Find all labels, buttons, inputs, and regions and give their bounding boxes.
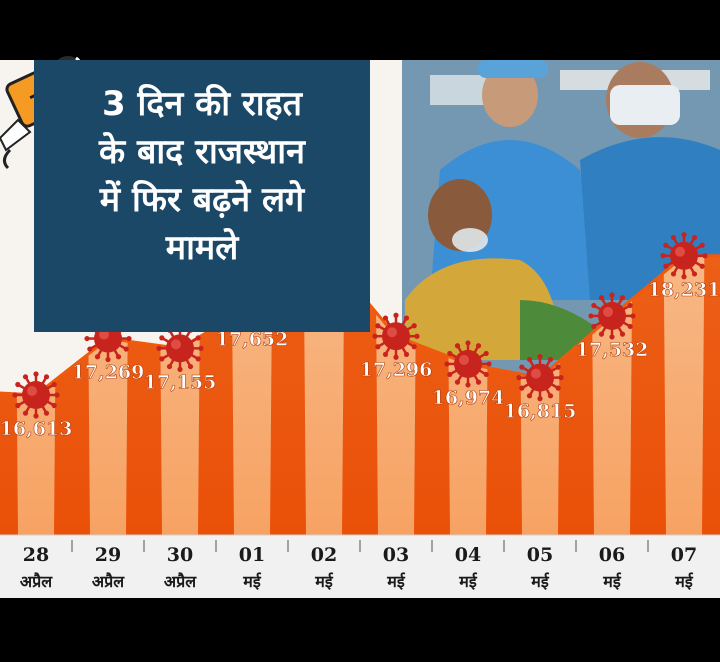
x-axis-ticks: 28 अप्रैल 29 अप्रैल 30 अप्रैल 01 मई 02 मई 03 मई 04 मई… — [20, 540, 697, 591]
x-tick-month: मई — [458, 572, 478, 591]
photo — [402, 60, 720, 390]
x-tick-month: मई — [674, 572, 694, 591]
x-tick-day: 29 — [95, 544, 121, 566]
x-tick-month: अप्रैल — [20, 572, 53, 591]
x-tick-day: 04 — [455, 544, 481, 566]
virus-marker — [516, 354, 564, 402]
data-label: 17,296 — [360, 359, 433, 381]
x-tick-day: 07 — [671, 544, 697, 566]
headline-line-1: 3 दिन की राहत — [102, 84, 302, 124]
data-label: 16,974 — [432, 387, 505, 409]
x-tick-month: अप्रैल — [164, 572, 197, 591]
x-tick-day: 30 — [167, 544, 193, 566]
data-label: 17,652 — [216, 329, 289, 351]
x-tick-day: 02 — [311, 544, 337, 566]
data-label: 17,269 — [72, 362, 145, 384]
x-tick-month: मई — [602, 572, 622, 591]
x-tick-day: 06 — [599, 544, 625, 566]
virus-marker — [660, 232, 708, 280]
virus-marker — [588, 292, 636, 340]
data-label: 17,155 — [144, 371, 217, 393]
top-bar — [0, 0, 720, 60]
x-tick-month: मई — [314, 572, 334, 591]
headline-line-4: मामले — [165, 228, 239, 268]
headline: 3 दिन की राहत के बाद राजस्थान में फिर बढ… — [34, 80, 370, 272]
virus-marker — [444, 340, 492, 388]
x-tick-month: अप्रैल — [92, 572, 125, 591]
x-tick-month: मई — [386, 572, 406, 591]
x-tick-day: 01 — [239, 544, 265, 566]
virus-marker — [12, 371, 60, 419]
data-label: 16,613 — [0, 418, 72, 440]
area-band-light — [662, 250, 706, 535]
bottom-bar — [0, 598, 720, 662]
data-label: 16,815 — [504, 401, 577, 423]
headline-panel — [34, 60, 370, 332]
data-label: 18,231 — [648, 279, 720, 301]
data-label: 17,532 — [576, 339, 649, 361]
headline-line-2: के बाद राजस्थान — [99, 132, 305, 172]
x-tick-day: 03 — [383, 544, 409, 566]
x-tick-month: मई — [530, 572, 550, 591]
x-tick-day: 28 — [23, 544, 49, 566]
virus-marker — [372, 312, 420, 360]
headline-line-3: में फिर बढ़ने लगे — [99, 180, 305, 220]
x-tick-month: मई — [242, 572, 262, 591]
x-tick-day: 05 — [527, 544, 553, 566]
